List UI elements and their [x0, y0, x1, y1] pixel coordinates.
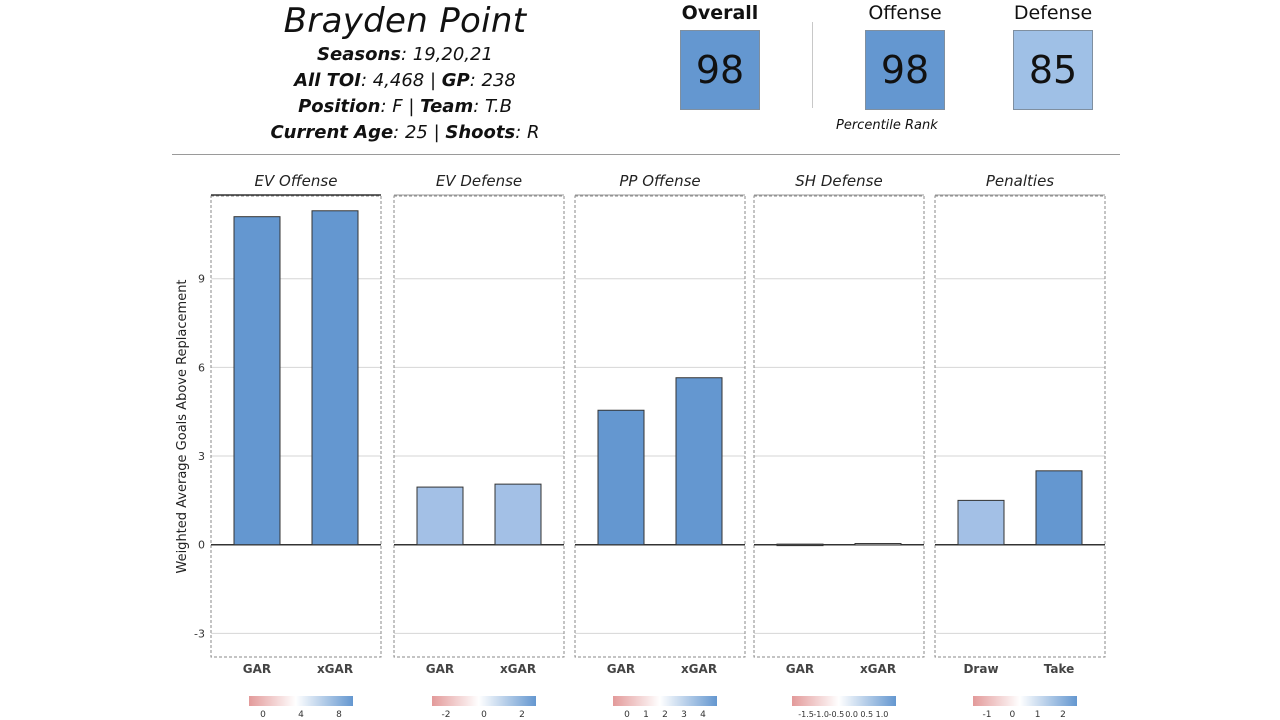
- y-tick-label: 9: [198, 273, 205, 286]
- legend-tick-label: 0: [1009, 710, 1015, 720]
- bar-draw: [957, 499, 1005, 546]
- legend-tick-label: 0.0: [845, 710, 858, 719]
- color-legend-bar: [973, 696, 1077, 706]
- legend-tick-label: 4: [700, 710, 706, 720]
- seasons-value: : 19,20,21: [400, 44, 493, 65]
- x-tick-label: GAR: [426, 662, 454, 676]
- shoots-value: : R: [515, 122, 540, 143]
- defense-value-box: 85: [1013, 30, 1093, 110]
- legend-tick-label: -0.5: [829, 710, 845, 719]
- x-tick-label: xGAR: [317, 662, 353, 676]
- x-tick-label: xGAR: [500, 662, 536, 676]
- age-label: Current Age: [270, 122, 394, 143]
- toi-value: : 4,468 |: [360, 70, 442, 91]
- offense-rating: Offense: [855, 0, 955, 26]
- shoots-label: Shoots: [445, 122, 516, 143]
- bar-gar: [416, 486, 464, 546]
- age-value: : 25 |: [393, 122, 446, 143]
- x-tick-label: Take: [1044, 662, 1075, 676]
- legend-tick-label: 3: [681, 710, 687, 720]
- defense-rating: Defense: [1003, 0, 1103, 26]
- bar-gar: [776, 543, 824, 547]
- y-tick-label: 0: [198, 539, 205, 552]
- y-axis-label: Weighted Average Goals Above Replacement: [175, 279, 190, 573]
- bar-xgar: [854, 543, 902, 546]
- legend-tick-label: 0: [260, 710, 266, 720]
- x-tick-label: xGAR: [681, 662, 717, 676]
- legend-tick-label: 1: [643, 710, 649, 720]
- legend-tick-label: 0: [481, 710, 487, 720]
- team-label: Team: [420, 96, 474, 117]
- position-team-line: Position: F | Team: T.B: [240, 94, 570, 120]
- legend-tick-label: 0: [624, 710, 630, 720]
- bar-xgar: [311, 210, 359, 546]
- seasons-label: Seasons: [317, 44, 401, 65]
- age-shoots-line: Current Age: 25 | Shoots: R: [240, 120, 570, 146]
- legend-tick-label: 8: [336, 710, 342, 720]
- legend-tick-label: -1.5: [798, 710, 814, 719]
- y-tick-label: -3: [194, 627, 205, 640]
- bar-gar: [597, 409, 645, 546]
- toi-label: All TOI: [294, 70, 361, 91]
- x-tick-label: xGAR: [860, 662, 896, 676]
- bar-xgar: [494, 483, 542, 546]
- player-header: Brayden Point Seasons: 19,20,21 All TOI:…: [240, 0, 570, 146]
- x-tick-label: GAR: [243, 662, 271, 676]
- x-tick-label: GAR: [786, 662, 814, 676]
- legend-tick-label: -2: [442, 710, 451, 720]
- legend-tick-label: -1: [983, 710, 992, 720]
- percentile-rank-label: Percentile Rank: [836, 118, 938, 133]
- legend-tick-label: 2: [1060, 710, 1066, 720]
- panel-frame: [393, 195, 565, 658]
- position-label: Position: [298, 96, 381, 117]
- legend-tick-label: -1.0: [813, 710, 829, 719]
- panel-frame: [934, 195, 1106, 658]
- toi-gp-line: All TOI: 4,468 | GP: 238: [240, 68, 570, 94]
- legend-tick-label: 1: [1035, 710, 1041, 720]
- x-tick-label: Draw: [963, 662, 998, 676]
- legend-tick-label: 1.0: [876, 710, 889, 719]
- y-tick-label: 6: [198, 361, 205, 374]
- legend-tick-label: 2: [662, 710, 668, 720]
- y-tick-label: 3: [198, 450, 205, 463]
- gp-label: GP: [441, 70, 470, 91]
- bar-xgar: [675, 377, 723, 546]
- x-tick-label: GAR: [607, 662, 635, 676]
- panel-frame: [753, 195, 925, 658]
- overall-value-box: 98: [680, 30, 760, 110]
- gp-value: : 238: [469, 70, 516, 91]
- overall-label: Overall: [681, 2, 759, 24]
- panel-title: Penalties: [986, 172, 1054, 190]
- panel-title: PP Offense: [619, 172, 700, 190]
- legend-tick-label: 4: [298, 710, 304, 720]
- legend-tick-label: 0.5: [860, 710, 873, 719]
- panel-title: EV Defense: [436, 172, 522, 190]
- seasons-line: Seasons: 19,20,21: [240, 42, 570, 68]
- bar-take: [1035, 470, 1083, 546]
- bar-gar: [233, 216, 281, 546]
- color-legend-bar: [249, 696, 353, 706]
- defense-label: Defense: [1013, 2, 1093, 24]
- color-legend-bar: [613, 696, 717, 706]
- position-value: : F |: [380, 96, 421, 117]
- header-separator: [172, 154, 1120, 155]
- legend-tick-label: 2: [519, 710, 525, 720]
- offense-label: Offense: [868, 2, 942, 24]
- panel-frame: [574, 195, 746, 658]
- panel-title: SH Defense: [795, 172, 882, 190]
- team-value: : T.B: [473, 96, 512, 117]
- rating-divider: [812, 22, 813, 108]
- panel-title: EV Offense: [255, 172, 338, 190]
- overall-rating: Overall: [670, 0, 770, 26]
- panel-frame: [210, 195, 382, 658]
- player-name: Brayden Point: [283, 1, 527, 41]
- offense-value-box: 98: [865, 30, 945, 110]
- color-legend-bar: [792, 696, 896, 706]
- color-legend-bar: [432, 696, 536, 706]
